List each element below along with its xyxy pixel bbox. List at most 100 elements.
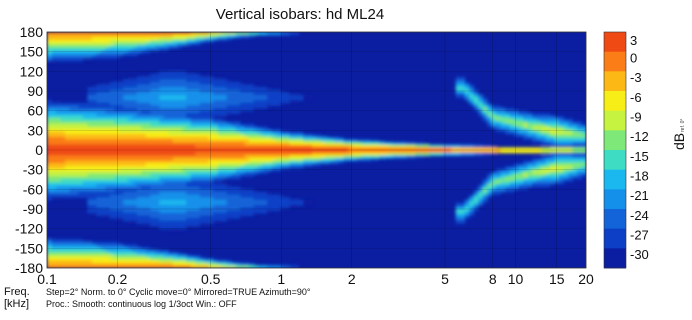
heatmap-cell [491,121,497,125]
heatmap-cell [145,131,151,135]
heatmap-cell [473,94,479,99]
heatmap-cell [195,176,201,180]
heatmap-cell [123,194,129,198]
heatmap-cell [118,186,124,190]
heatmap-cell [276,155,282,159]
heatmap-cell [258,265,264,268]
heatmap-cell [127,45,133,49]
heatmap-cell [559,123,565,127]
heatmap-cell [123,45,129,49]
heatmap-cell [190,121,196,125]
heatmap-cell [91,115,98,120]
heatmap-cell [217,79,223,83]
heatmap-cell [527,131,533,135]
heatmap-cell [442,150,448,154]
heatmap-cell [487,123,493,127]
heatmap-cell [163,89,169,93]
x-tick-label: 15 [549,271,565,287]
heatmap-cell [186,134,192,138]
heatmap-cell [253,168,259,172]
heatmap-cell [145,262,151,266]
heatmap-cell [204,202,210,206]
heatmap-cell [87,142,93,146]
heatmap-cell [303,155,309,159]
heatmap-cell [87,181,93,185]
heatmap-cell [222,100,228,104]
heatmap-cell [96,210,102,214]
heatmap-cell [527,147,533,151]
heatmap-cell [545,147,551,151]
heatmap-cell [105,50,111,54]
heatmap-cell [78,157,84,162]
heatmap-cell [550,115,556,120]
heatmap-cell [69,155,75,159]
heatmap-cell [177,121,183,125]
heatmap-cell [172,123,178,127]
heatmap-cell [563,163,569,167]
heatmap-cell [145,32,151,36]
heatmap-cell [226,176,232,180]
heatmap-cell [222,186,228,190]
heatmap-cell [145,129,151,133]
heatmap-cell [96,265,102,268]
heatmap-cell [64,157,71,162]
heatmap-cell [550,178,556,183]
heatmap-cell [568,165,574,169]
heatmap-cell [141,252,147,256]
heatmap-cell [559,118,565,122]
heatmap-cell [82,45,89,49]
heatmap-cell [208,115,214,120]
heatmap-cell [482,144,488,148]
heatmap-cell [132,163,138,167]
heatmap-cell [204,178,210,183]
heatmap-cell [262,139,268,143]
heatmap-cell [141,76,147,80]
heatmap-cell [325,155,331,159]
heatmap-cell [550,118,556,122]
heatmap-cell [91,121,98,125]
heatmap-cell [127,39,133,44]
heatmap-cell [127,220,133,225]
heatmap-cell [487,108,493,112]
heatmap-cell [159,254,165,259]
heatmap-cell [181,218,187,222]
heatmap-cell [145,121,151,125]
heatmap-cell [64,247,71,251]
heatmap-cell [141,102,147,107]
heatmap-cell [159,147,165,151]
heatmap-cell [231,189,237,193]
heatmap-cell [446,152,452,156]
heatmap-cell [262,202,268,206]
heatmap-cell [150,265,156,268]
heatmap-cell [47,121,53,125]
heatmap-cell [577,155,583,159]
heatmap-cell [208,176,214,180]
heatmap-cell [114,110,120,114]
heatmap-cell [365,139,371,143]
heatmap-cell [132,265,138,268]
heatmap-cell [536,147,542,151]
heatmap-cell [186,113,192,117]
heatmap-cell [154,220,160,225]
heatmap-cell [195,163,201,167]
heatmap-cell [514,178,520,183]
heatmap-cell [195,262,201,266]
heatmap-cell [100,45,106,49]
heatmap-cell [294,160,300,164]
heatmap-cell [410,142,416,146]
heatmap-cell [87,129,93,133]
heatmap-cell [298,142,304,146]
heatmap-cell [168,252,174,256]
heatmap-cell [523,173,529,177]
heatmap-cell [96,47,102,51]
heatmap-cell [96,84,102,88]
heatmap-cell [523,147,529,151]
heatmap-cell [496,118,502,122]
heatmap-cell [105,102,111,107]
heatmap-cell [78,178,84,183]
heatmap-cell [464,207,470,211]
heatmap-cell [136,150,142,154]
heatmap-cell [208,186,214,190]
heatmap-cell [258,197,264,201]
heatmap-cell [132,129,138,133]
